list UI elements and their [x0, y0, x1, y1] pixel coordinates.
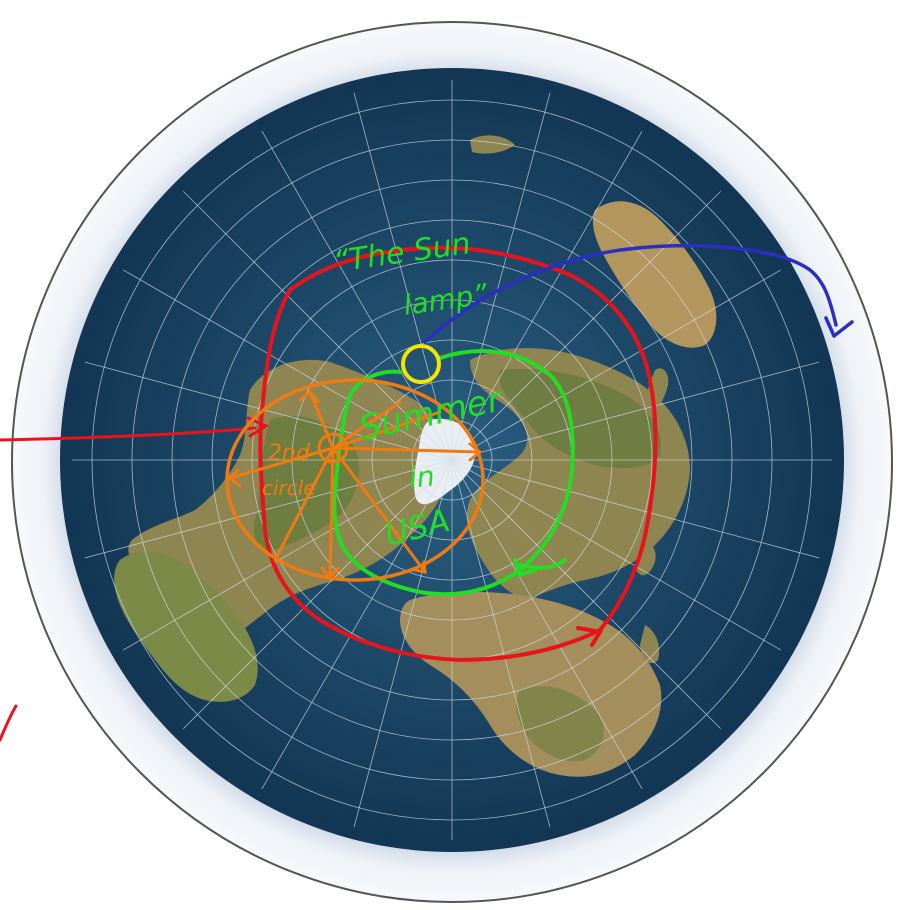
south-america-land [114, 550, 258, 702]
red-pointer-arrow [0, 426, 257, 442]
australia-land [592, 201, 717, 348]
red-arrowhead [576, 626, 604, 647]
orange-label-1: 2nd [268, 441, 311, 466]
red-sun-path [258, 245, 658, 662]
orange-spokes [227, 389, 483, 581]
summer-in-label: in [407, 459, 436, 494]
red-check-mark [0, 704, 18, 742]
blue-arc-arrow [423, 244, 838, 344]
orange-label-2: circle [262, 476, 316, 500]
sun-lamp-marker [401, 344, 441, 384]
meridian-grid [72, 80, 832, 840]
green-summer-path [332, 349, 575, 597]
orange-circle [225, 378, 485, 582]
